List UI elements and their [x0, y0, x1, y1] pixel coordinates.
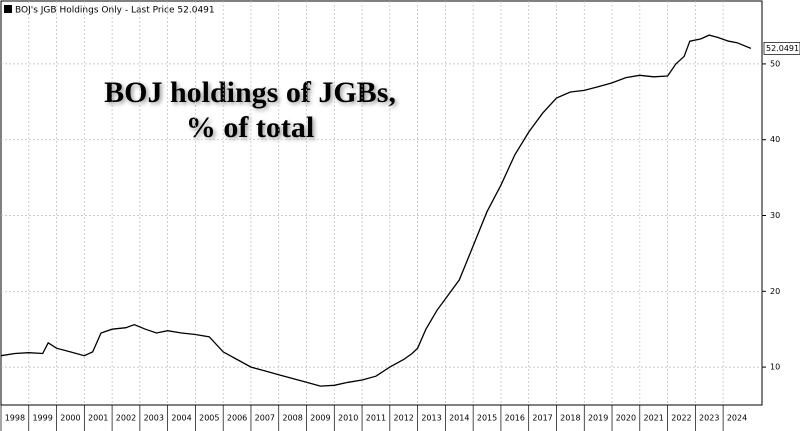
annotation: % of total [186, 111, 314, 144]
legend-swatch [4, 5, 12, 13]
x-tick-label: 2002 [116, 414, 136, 423]
x-tick-label: 2019 [588, 414, 608, 423]
y-tick-label: 20 [770, 287, 780, 296]
y-tick-label: 30 [770, 211, 780, 220]
x-tick-label: 1998 [5, 414, 25, 423]
y-tick-label: 50 [770, 59, 780, 68]
last-price-label: 52.0491 [766, 44, 799, 53]
x-tick-label: 2024 [727, 414, 747, 423]
y-tick-label: 40 [770, 135, 780, 144]
x-tick-label: 2004 [171, 414, 191, 423]
annotation: BOJ holdings of JGBs, [104, 76, 396, 109]
x-tick-label: 1999 [32, 414, 52, 423]
x-tick-label: 2016 [505, 414, 525, 423]
x-tick-label: 2017 [532, 414, 552, 423]
x-tick-label: 2011 [366, 414, 386, 423]
line [0, 34, 752, 387]
last-price-box [763, 42, 800, 55]
x-tick-label: 2023 [699, 414, 719, 423]
x-tick-label: 2022 [671, 414, 691, 423]
x-tick-label: 2001 [88, 414, 108, 423]
y-tick-label: 10 [770, 363, 780, 372]
x-tick-label: 2021 [644, 414, 664, 423]
x-tick-label: 2007 [255, 414, 275, 423]
x-tick-label: 2020 [616, 414, 636, 423]
x-tick-label: 2003 [144, 414, 164, 423]
x-tick-label: 2009 [310, 414, 330, 423]
x-tick-label: 2005 [199, 414, 219, 423]
x-tick-label: 2006 [227, 414, 247, 423]
plot-area [0, 0, 763, 406]
x-tick-label: 2013 [421, 414, 441, 423]
x-tick-label: 2014 [449, 414, 469, 423]
legend: BOJ's JGB Holdings Only - Last Price 52.… [15, 6, 215, 16]
x-tick-label: 2015 [477, 414, 497, 423]
x-tick-label: 2010 [338, 414, 358, 423]
x-tick-label: 2012 [394, 414, 414, 423]
x-tick-label: 2000 [60, 414, 80, 423]
x-tick-label: 2018 [560, 414, 580, 423]
x-tick-label: 2008 [282, 414, 302, 423]
